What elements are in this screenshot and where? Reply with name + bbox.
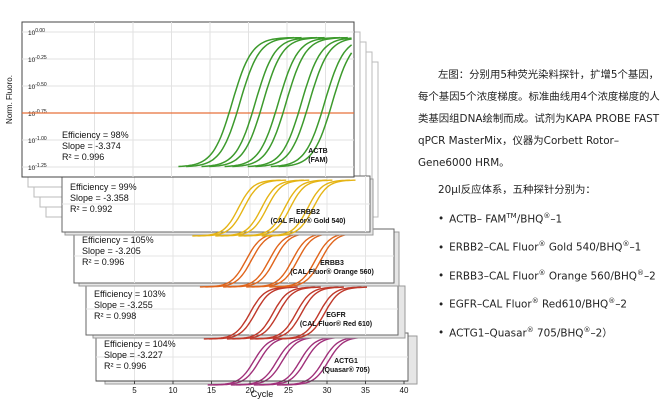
amplification-curve <box>178 36 294 168</box>
chart-title-dye: (CAL Fluor® Gold 540) <box>270 217 345 225</box>
y-tick-label: 10-1.00 <box>28 136 47 145</box>
x-tick-label: 35 <box>361 386 370 395</box>
r-squared-label: R² = 0.996 <box>82 257 124 267</box>
amplification-curve <box>197 179 287 237</box>
slope-label: Slope = -3.255 <box>94 300 153 310</box>
y-tick-label: 10-0.50 <box>28 82 47 91</box>
amplification-curve <box>220 179 310 237</box>
chart-title-gene: ACTG1 <box>334 358 358 365</box>
efficiency-label: Efficiency = 105% <box>82 235 154 245</box>
amplification-curve <box>186 36 302 168</box>
x-axis-label: Cycle <box>251 389 274 399</box>
slope-label: Slope = -3.227 <box>104 350 163 360</box>
probe-item-erbb2: ERBB2–CAL Fluor® Gold 540/BHQ®–1 <box>438 233 664 258</box>
r-squared-label: R² = 0.992 <box>70 204 112 214</box>
x-tick-label: 15 <box>207 386 216 395</box>
x-tick-label: 40 <box>400 386 409 395</box>
chart-title-gene: ERBB3 <box>320 260 344 267</box>
efficiency-label: Efficiency = 104% <box>104 339 176 349</box>
chart-title-dye: (FAM) <box>308 157 327 164</box>
efficiency-label: Efficiency = 99% <box>70 182 137 192</box>
slope-label: Slope = -3.358 <box>70 193 129 203</box>
probe-list: ACTB– FAMTM/BHQ®–1 ERBB2–CAL Fluor® Gold… <box>418 205 664 344</box>
amplification-curve <box>270 44 353 168</box>
x-tick-label: 30 <box>323 386 332 395</box>
y-tick-label: 10-1.25 <box>28 163 47 172</box>
amplification-curve <box>278 286 367 340</box>
amplification-curve <box>209 36 325 168</box>
x-tick-label: 25 <box>284 386 293 395</box>
chart-title-dye: (CAL Fluor® Red 610) <box>300 320 372 328</box>
slope-label: Slope = -3.205 <box>82 246 141 256</box>
probe-item-egfr: EGFR–CAL Fluor® Red610/BHQ®–2 <box>438 290 664 315</box>
figure-description: 左图：分别用5种荧光染料探针，扩增5个基因，每个基因5个浓度梯度。标准曲线用4个… <box>418 64 664 347</box>
chart-title-gene: EGFR <box>326 312 345 319</box>
probe-item-erbb3: ERBB3–CAL Fluor® Orange 560/BHQ®–2 <box>438 262 664 287</box>
amplification-curve <box>278 52 353 168</box>
amplification-curve <box>266 179 356 237</box>
efficiency-label: Efficiency = 103% <box>94 289 166 299</box>
y-axis-label: Norm. Fluoro. <box>5 75 14 124</box>
chart-title-gene: ACTB <box>308 148 327 155</box>
chart-title-dye: (Quasar® 705) <box>322 366 370 374</box>
x-tick-label: 20 <box>246 386 255 395</box>
probe-item-actg1: ACTG1–Quasar® 705/BHQ®–2） <box>438 319 664 344</box>
amplification-curve <box>232 286 321 340</box>
amplification-curve <box>247 37 352 168</box>
x-tick-label: 10 <box>169 386 178 395</box>
amplification-curve <box>209 286 298 340</box>
x-tick-label: 5 <box>132 386 137 395</box>
amplification-curve <box>224 36 341 168</box>
description-paragraph: 左图：分别用5种荧光染料探针，扩增5个基因，每个基因5个浓度梯度。标准曲线用4个… <box>418 69 660 169</box>
y-tick-label: 10-0.25 <box>28 55 47 64</box>
reaction-system-text: 20μl反应体系，五种探针分别为： <box>438 184 596 196</box>
amplification-curve <box>243 179 333 237</box>
amplification-curve <box>232 36 348 168</box>
r-squared-label: R² = 0.996 <box>62 152 104 162</box>
chart-title-gene: ERBB2 <box>296 209 320 216</box>
amplification-curve <box>255 38 352 168</box>
y-tick-label: 100.00 <box>28 28 45 37</box>
probe-item-actb: ACTB– FAMTM/BHQ®–1 <box>438 205 664 230</box>
chart-title-dye: (CAL Fluor® Orange 560) <box>290 268 374 276</box>
slope-label: Slope = -3.374 <box>62 141 121 151</box>
efficiency-label: Efficiency = 98% <box>62 130 129 140</box>
amplification-curve <box>201 36 318 168</box>
panel-frame <box>21 21 355 178</box>
chart-panel-actb: 100.0010-0.2510-0.5010-0.7510-1.0010-1.2… <box>5 21 355 178</box>
amplification-curve <box>255 286 344 340</box>
r-squared-label: R² = 0.996 <box>104 361 146 371</box>
r-squared-label: R² = 0.998 <box>94 311 136 321</box>
